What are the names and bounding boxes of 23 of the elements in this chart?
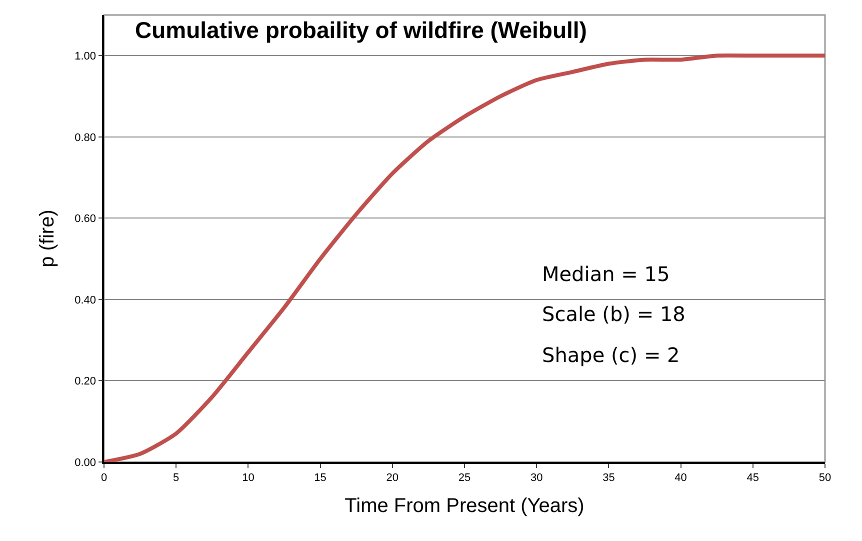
x-tick-label: 5	[173, 472, 180, 484]
x-tick-label: 40	[674, 472, 687, 484]
x-tick-label: 50	[818, 472, 832, 484]
x-tick-label: 45	[746, 472, 760, 484]
y-axis-title: p (fire)	[36, 210, 59, 268]
x-tick-label: 0	[100, 472, 108, 484]
chart-title: Cumulative probaility of wildfire (Weibull)	[135, 17, 587, 43]
x-tick-label: 10	[242, 472, 254, 484]
y-tick-label: 0.40	[74, 294, 96, 306]
x-tick-label: 20	[386, 472, 399, 484]
annotation: Shape (c) = 2	[542, 343, 680, 367]
x-tick-label: 25	[458, 472, 471, 484]
y-tick-label: 0.20	[74, 376, 96, 388]
x-tick-label: 15	[314, 472, 326, 484]
y-tick-label: 0.00	[74, 456, 96, 469]
x-tick-label: 35	[602, 472, 615, 484]
x-axis-title: Time From Present (Years)	[344, 494, 584, 517]
annotation: Scale (b) = 18	[542, 302, 686, 326]
y-tick-label: 0.80	[74, 132, 96, 144]
y-tick-label: 1.00	[74, 50, 96, 62]
annotation: Median = 15	[542, 262, 670, 286]
x-tick-label: 30	[530, 472, 543, 484]
y-tick-label: 0.60	[74, 213, 96, 226]
